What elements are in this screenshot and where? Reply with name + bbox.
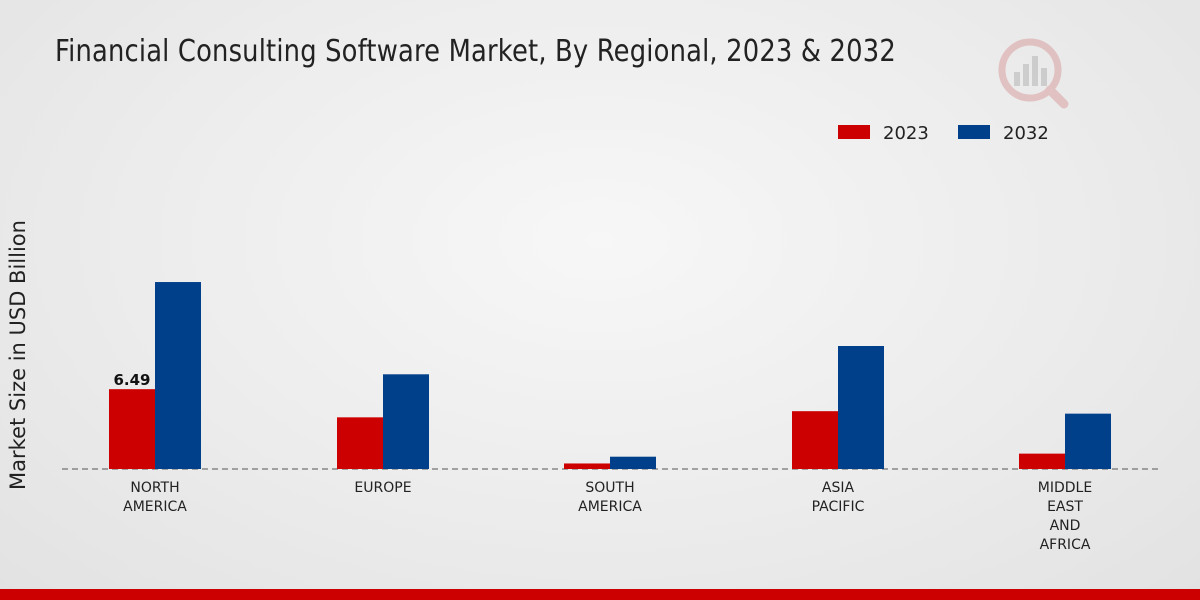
data-label-2023-0: 6.49 [113,371,150,389]
x-tick-label: PACIFIC [812,499,865,515]
legend-swatch-2032 [958,125,990,139]
legend-label-2023: 2023 [883,123,929,144]
bar-2032-2 [610,456,656,469]
x-tick-label: EAST [1047,499,1083,515]
bar-2032-1 [383,374,429,469]
x-tick-label: NORTH [130,480,179,496]
bar-2032-4 [1065,413,1111,469]
bar-2032-0 [155,282,201,469]
legend-label-2032: 2032 [1003,123,1049,144]
x-tick-label: EUROPE [354,480,411,496]
bar-2023-1 [337,417,383,469]
bar-2023-4 [1019,453,1065,469]
x-tick-label: MIDDLE [1038,480,1092,496]
footer-bar [0,589,1200,600]
x-tick-label: AFRICA [1040,537,1091,553]
bar-2023-3 [792,411,838,469]
bar-2023-0 [109,389,155,469]
x-tick-label: ASIA [822,480,855,496]
x-tick-label: AND [1050,518,1081,534]
y-axis-label: Market Size in USD Billion [6,220,30,490]
legend-swatch-2023 [838,125,870,139]
x-tick-label: AMERICA [578,499,642,515]
x-tick-label: SOUTH [585,480,634,496]
bar-2023-2 [564,463,610,469]
market-research-logo-icon [998,38,1069,109]
x-tick-label: AMERICA [123,499,187,515]
bar-2032-3 [838,346,884,469]
chart-title: Financial Consulting Software Market, By… [55,34,896,69]
